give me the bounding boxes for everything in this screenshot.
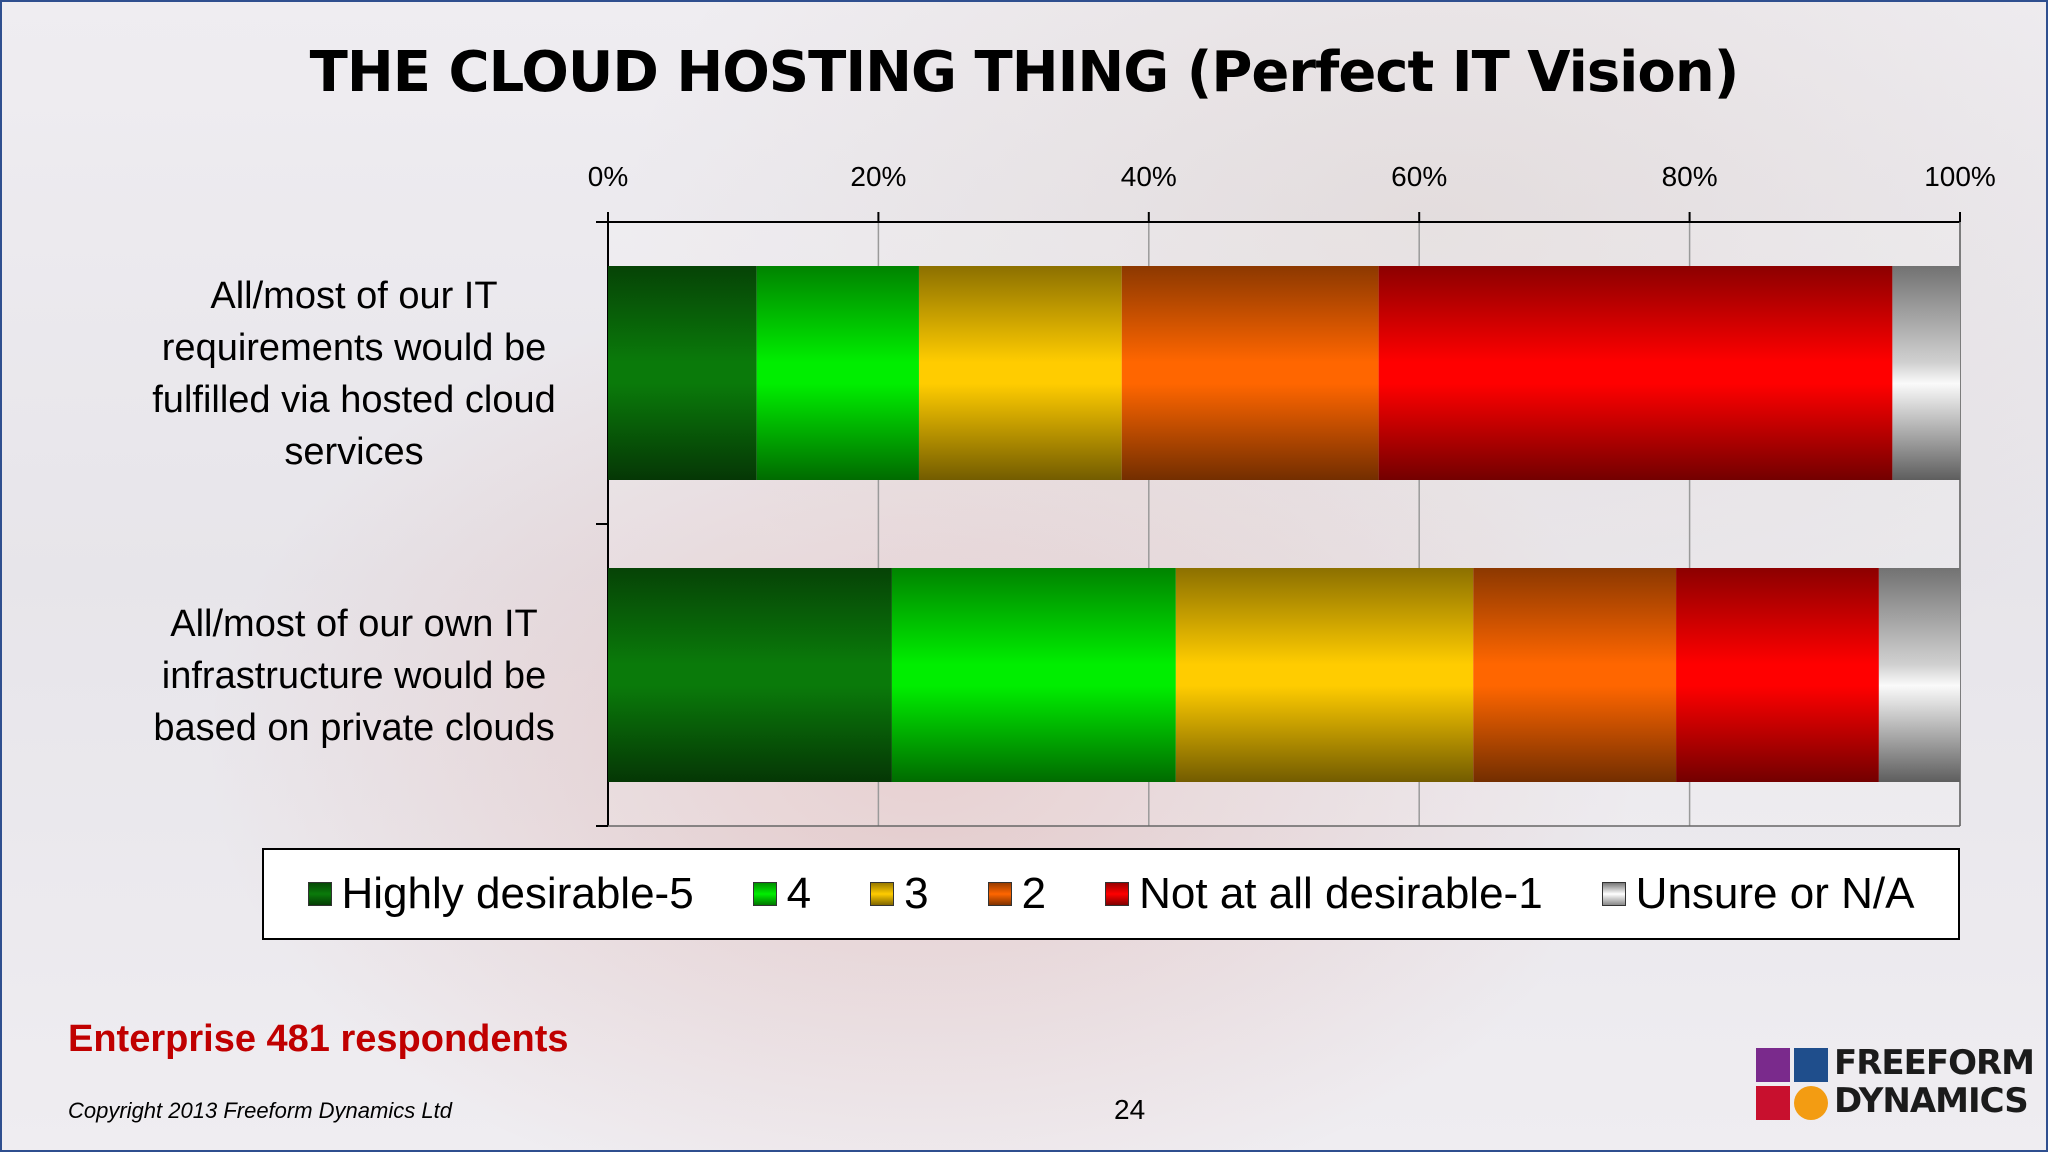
legend-item: Not at all desirable-1: [1105, 869, 1543, 919]
logo-mark-icon: [1756, 1048, 1828, 1120]
legend-item: Unsure or N/A: [1601, 869, 1915, 919]
bar-segment: [1378, 266, 1893, 480]
legend-swatch: [752, 882, 777, 906]
legend-item: 3: [870, 869, 929, 919]
bar-segment: [1892, 266, 1960, 480]
bar-segment: [891, 568, 1176, 782]
bar-segment: [918, 266, 1122, 480]
legend-label: Not at all desirable-1: [1139, 869, 1543, 918]
legend-label: 4: [786, 869, 812, 918]
legend-swatch: [1601, 882, 1626, 906]
bar-segment: [1878, 568, 1960, 782]
legend-item: 2: [987, 869, 1047, 919]
legend-item: 4: [752, 869, 812, 919]
legend-label: Highly desirable-5: [341, 869, 694, 918]
x-tick-label: 100%: [1924, 161, 1996, 192]
x-tick-label: 60%: [1391, 161, 1447, 192]
legend-item: Highly desirable-5: [307, 869, 694, 919]
x-tick-label: 20%: [850, 161, 906, 192]
bar-segment: [1473, 568, 1677, 782]
bar-segment: [756, 266, 919, 480]
chart-legend: Highly desirable-5 4 3 2 Not at all desirabl…: [262, 848, 1960, 940]
logo-line-1: FREEFORM: [1834, 1043, 2035, 1083]
legend-label: 3: [904, 869, 929, 918]
page-number: 24: [1114, 1094, 1146, 1125]
category-label: All/most of our IT requirements would be f…: [152, 275, 555, 473]
bar-segment: [608, 266, 757, 480]
x-tick-label: 0%: [588, 161, 628, 192]
logo-line-2: DYNAMICS: [1834, 1081, 2029, 1121]
legend-swatch: [987, 882, 1012, 906]
x-tick-label: 80%: [1662, 161, 1718, 192]
bar-segment: [1121, 266, 1379, 480]
category-label: All/most of our own IT infrastructure wou…: [153, 603, 554, 749]
freeform-dynamics-logo: FREEFORM DYNAMICS: [1756, 1044, 2035, 1124]
bar-segment: [1175, 568, 1474, 782]
bar-segment: [608, 568, 892, 782]
logo-text: FREEFORM DYNAMICS: [1834, 1043, 2035, 1121]
legend-label: Unsure or N/A: [1635, 869, 1915, 918]
bar-segment: [1676, 568, 1879, 782]
legend-swatch: [870, 882, 895, 906]
legend-swatch: [1105, 882, 1130, 906]
chart-title: THE CLOUD HOSTING THING (Perfect IT Visi…: [309, 40, 1740, 105]
copyright-text: Copyright 2013 Freeform Dynamics Ltd: [68, 1098, 452, 1123]
x-tick-label: 40%: [1121, 161, 1177, 192]
legend-label: 2: [1021, 869, 1047, 918]
legend-swatch: [307, 882, 332, 906]
respondents-note: Enterprise 481 respondents: [68, 1018, 569, 1060]
